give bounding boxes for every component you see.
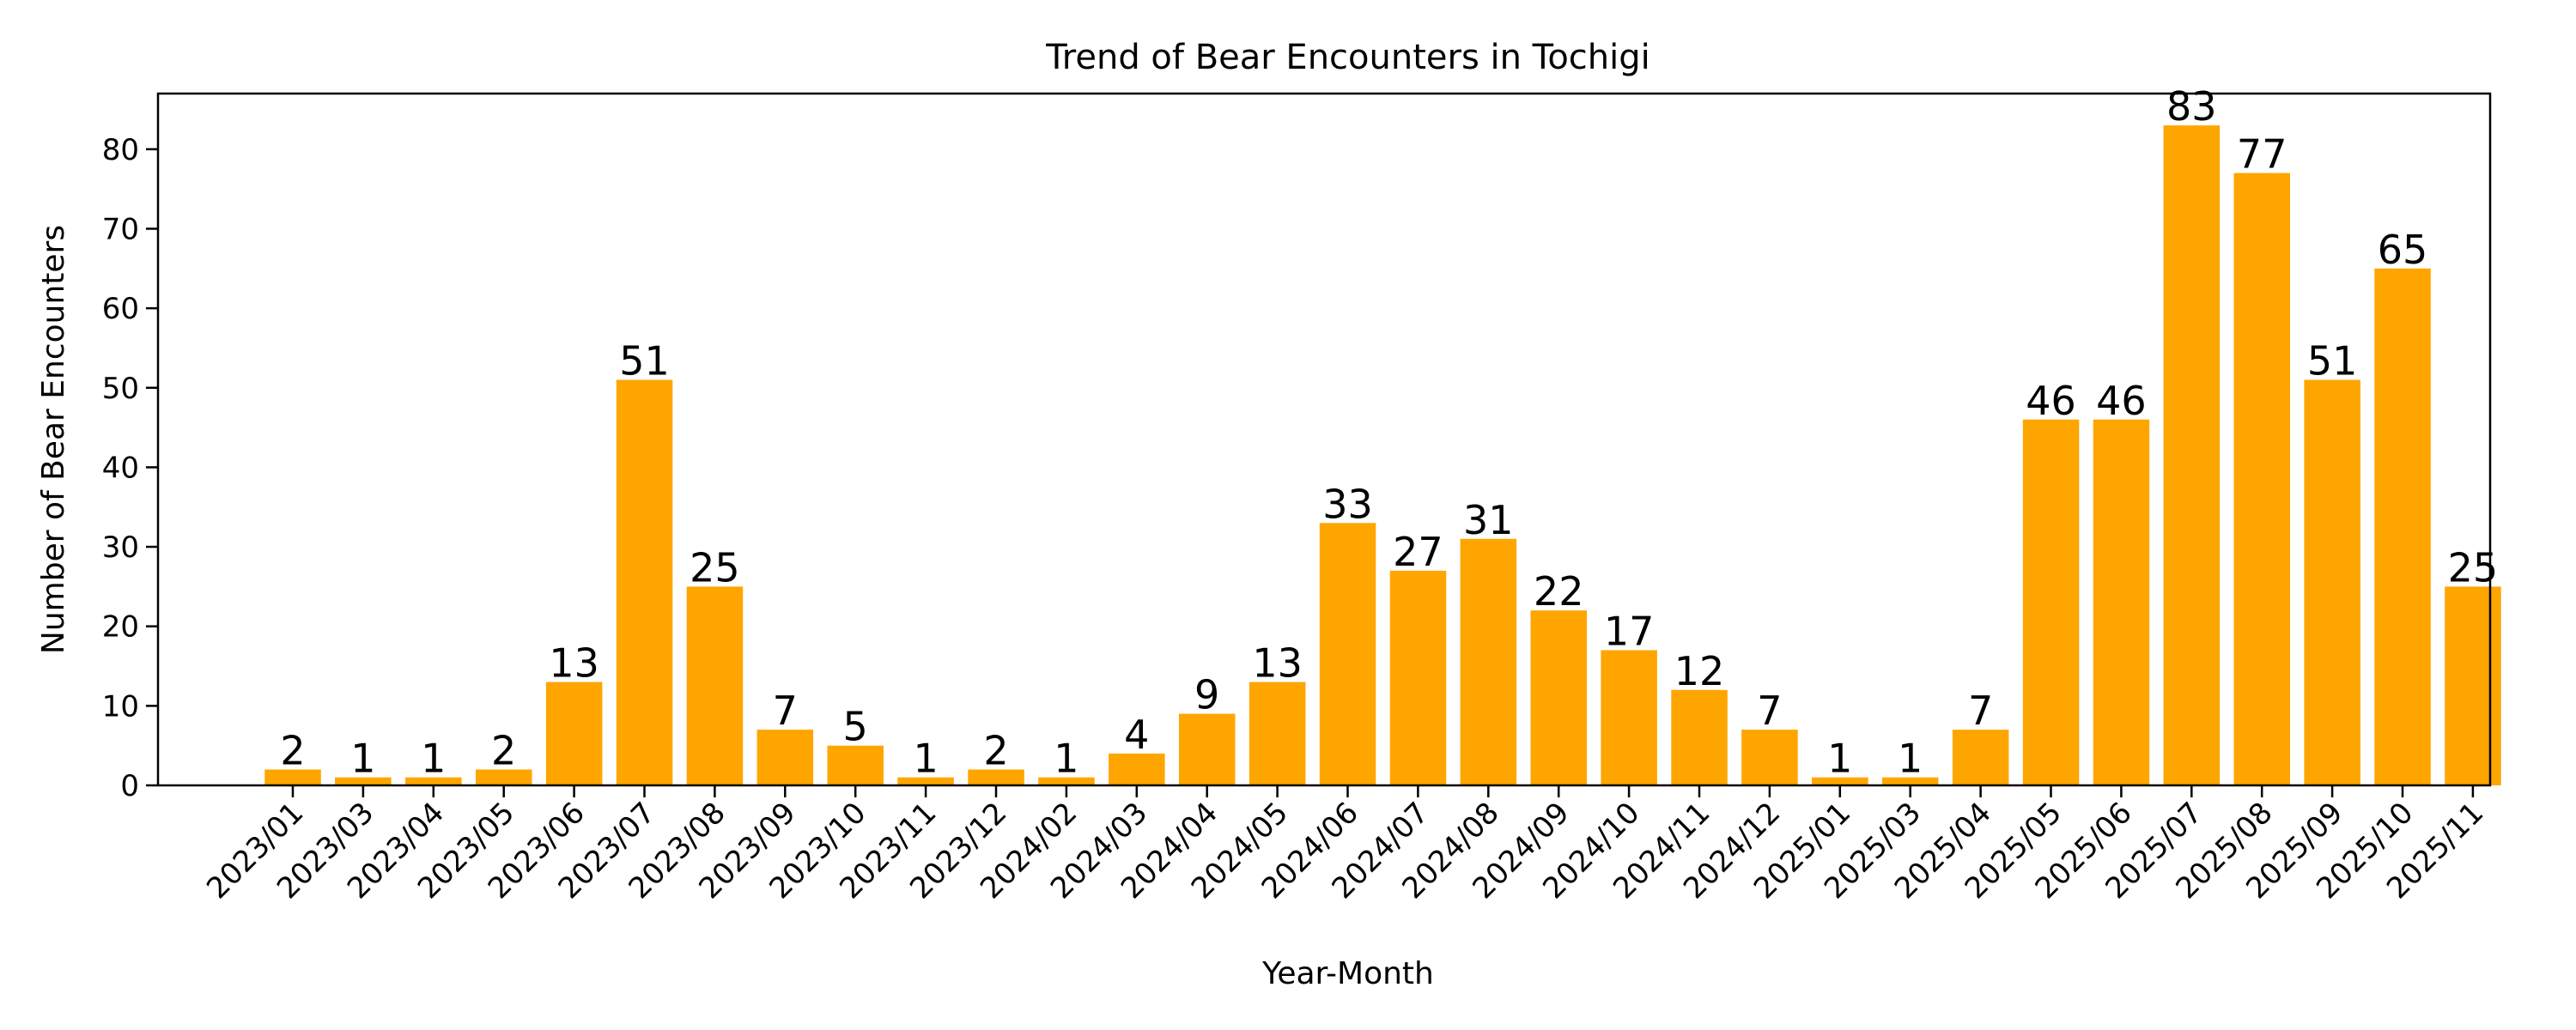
bar <box>1109 753 1165 785</box>
bar-value-label: 31 <box>1463 497 1514 543</box>
bar <box>1319 523 1376 785</box>
bar <box>686 586 744 785</box>
bar-value-label: 2 <box>983 728 1008 774</box>
bar <box>2445 586 2501 785</box>
bar <box>1741 730 1798 785</box>
bar <box>545 682 603 785</box>
bar-value-label: 7 <box>773 688 798 734</box>
axes-frame <box>156 92 2492 787</box>
bar <box>897 777 954 785</box>
bar <box>405 777 462 785</box>
x-axis-ticks: 2023/012023/032023/042023/052023/062023/… <box>200 785 2490 906</box>
bar <box>264 769 321 785</box>
bar-value-label: 4 <box>1124 712 1149 758</box>
bar-value-label: 22 <box>1534 568 1584 615</box>
bar <box>2022 419 2080 785</box>
bar <box>2163 125 2221 786</box>
y-tick-label: 50 <box>102 372 139 406</box>
y-tick-label: 10 <box>102 689 139 724</box>
y-tick-label: 80 <box>102 133 139 167</box>
bar-value-label: 51 <box>2307 338 2358 385</box>
bar-value-label: 17 <box>1604 609 1655 655</box>
bars-group <box>264 125 2501 786</box>
bar <box>335 777 392 785</box>
bar <box>1249 682 1306 785</box>
bar <box>1881 777 1939 785</box>
bar-value-label: 46 <box>2096 378 2147 424</box>
bar <box>1179 713 1236 785</box>
bar-value-label: 7 <box>1757 688 1782 734</box>
bar <box>1671 689 1728 785</box>
y-axis-label: Number of Bear Encounters <box>36 225 71 654</box>
bar <box>616 379 673 785</box>
bar-value-label: 46 <box>2026 378 2076 424</box>
bar <box>827 745 884 785</box>
bar-value-label: 83 <box>2166 83 2217 130</box>
bar-value-label: 1 <box>1054 736 1078 782</box>
y-tick-label: 0 <box>120 769 139 803</box>
bar <box>476 769 532 785</box>
bar-value-label: 33 <box>1322 481 1373 527</box>
bar <box>1389 570 1447 785</box>
bar <box>1812 777 1868 785</box>
bar-value-label: 1 <box>913 736 938 782</box>
bar-value-label: 25 <box>690 544 740 591</box>
bar-value-label: 1 <box>1827 736 1852 782</box>
x-axis-label: Year-Month <box>1261 956 1434 991</box>
bar-value-label: 12 <box>1674 648 1725 694</box>
chart-title: Trend of Bear Encounters in Tochigi <box>1045 38 1650 77</box>
bar <box>968 769 1024 785</box>
bar <box>1952 730 2009 785</box>
bar <box>2304 379 2360 785</box>
bar <box>2233 173 2290 786</box>
bar-value-label: 1 <box>350 736 375 782</box>
bar-value-label: 9 <box>1194 672 1219 718</box>
y-tick-label: 30 <box>102 530 139 565</box>
y-axis-ticks: 0 10 20 30 40 50 60 70 80 <box>102 133 158 803</box>
bar <box>1530 610 1587 785</box>
bar-value-label: 7 <box>1968 688 1993 734</box>
bar <box>1038 777 1095 785</box>
bar-value-label: 51 <box>619 338 670 385</box>
bar <box>2093 419 2150 785</box>
bar-value-label: 77 <box>2237 131 2287 178</box>
bar-value-label: 1 <box>421 736 446 782</box>
bar-value-label: 13 <box>1252 640 1303 687</box>
bar-value-label: 1 <box>1898 736 1923 782</box>
bar-value-label: 65 <box>2378 227 2428 273</box>
y-tick-label: 70 <box>102 212 139 246</box>
y-tick-label: 40 <box>102 451 139 485</box>
bar <box>1601 650 1657 785</box>
bar-value-label: 2 <box>280 728 305 774</box>
y-tick-label: 60 <box>102 292 139 326</box>
bar-value-label: 13 <box>549 640 599 687</box>
y-tick-label: 20 <box>102 610 139 645</box>
bar-value-label: 27 <box>1393 529 1443 575</box>
bar <box>756 730 814 785</box>
bar-value-label: 5 <box>843 704 868 750</box>
bar <box>1460 538 1517 785</box>
bar-value-label: 2 <box>491 728 516 774</box>
bar <box>2374 268 2431 785</box>
